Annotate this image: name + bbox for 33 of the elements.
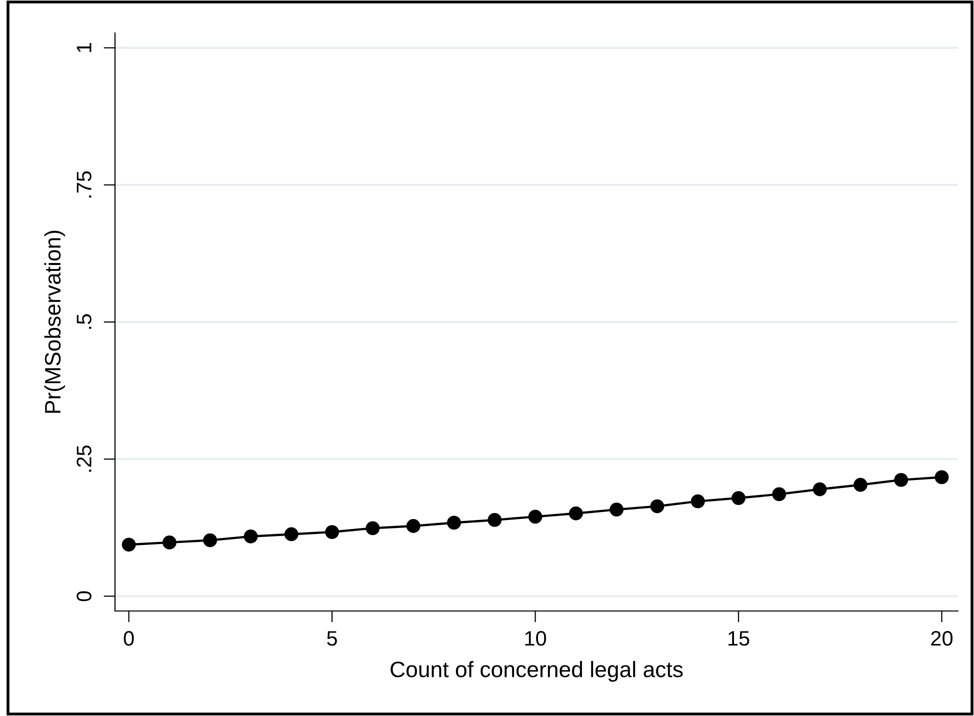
point [690, 494, 705, 508]
point [366, 521, 380, 536]
point [568, 506, 583, 520]
point [528, 510, 542, 524]
y-tick-label: .75 [76, 171, 92, 198]
x-tick-label: 5 [327, 631, 337, 646]
point [772, 487, 786, 502]
point [244, 529, 258, 544]
x-tick-label: 20 [931, 630, 953, 646]
point [488, 513, 502, 527]
point [447, 516, 461, 530]
point [162, 536, 176, 550]
point [934, 470, 949, 484]
point [894, 472, 908, 487]
point [325, 525, 339, 539]
y-tick-label: 0 [76, 591, 92, 602]
x-tick-label: 10 [525, 630, 546, 646]
point [284, 527, 298, 542]
point [406, 519, 420, 533]
x-tick-label: 15 [728, 631, 750, 646]
point [812, 482, 827, 496]
y-tick-label: 1 [76, 43, 92, 52]
y-tick-label: .5 [76, 314, 92, 329]
y-axis-title: Pr(MSobservation) [44, 230, 66, 413]
point [854, 478, 868, 492]
point [203, 533, 218, 548]
x-axis-title: Count of concerned legal acts [390, 660, 683, 682]
point [122, 538, 136, 552]
y-tick-label: .25 [76, 445, 92, 472]
point [732, 491, 746, 505]
point [650, 499, 664, 514]
x-tick-label: 0 [124, 630, 134, 646]
point [610, 502, 624, 516]
